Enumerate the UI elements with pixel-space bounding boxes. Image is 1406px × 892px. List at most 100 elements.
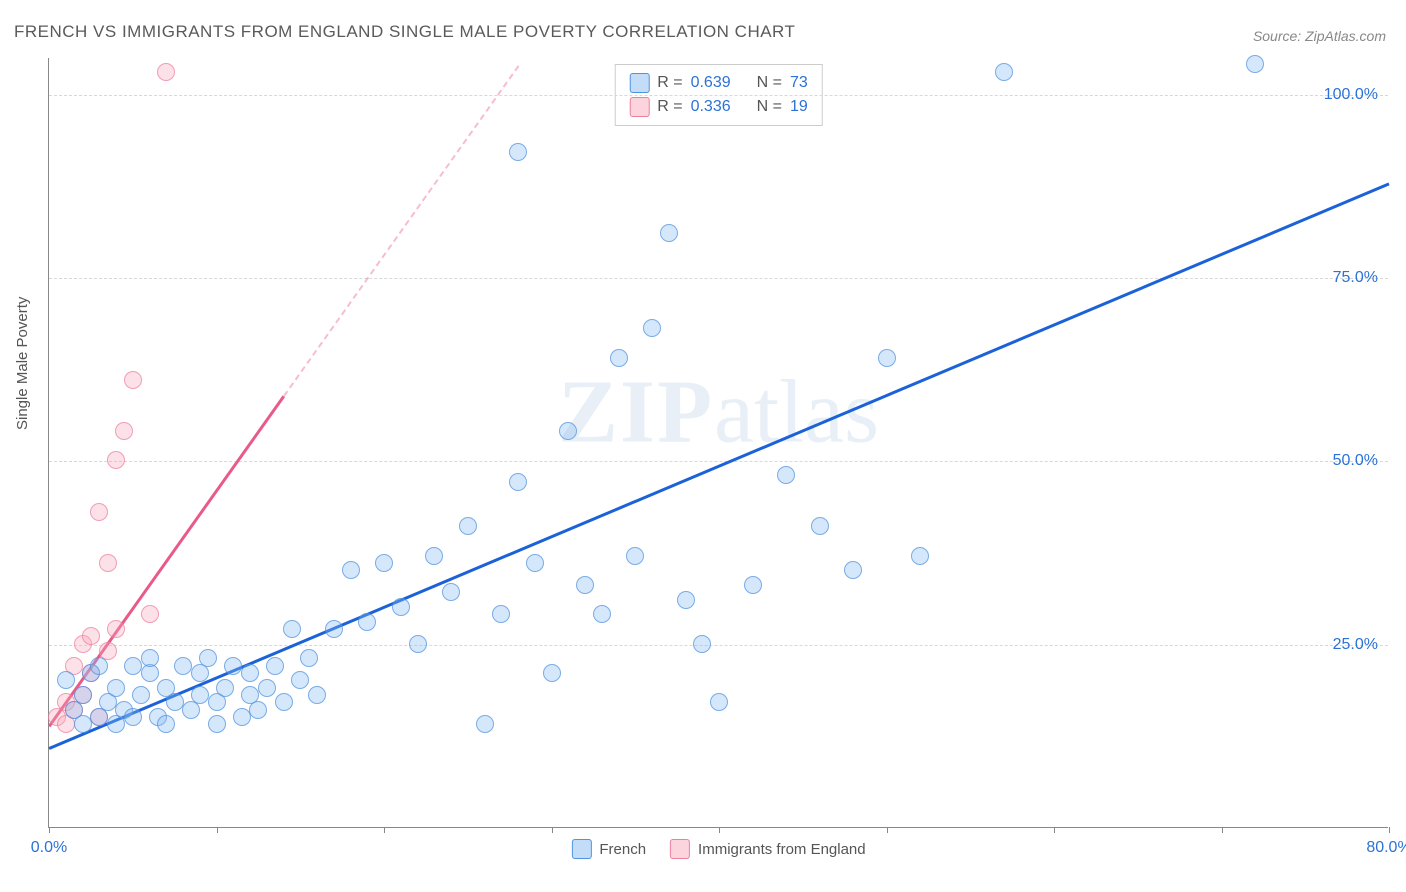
data-point	[660, 224, 678, 242]
x-tick-mark	[217, 827, 218, 833]
n-label: N =	[757, 98, 782, 116]
data-point	[308, 686, 326, 704]
n-label: N =	[757, 74, 782, 92]
scatter-plot-area: ZIPatlas R = 0.639 N = 73 R = 0.336 N = …	[48, 58, 1388, 828]
data-point	[576, 576, 594, 594]
data-point	[543, 664, 561, 682]
swatch-blue-icon	[629, 73, 649, 93]
x-tick-label: 0.0%	[31, 839, 67, 857]
data-point	[693, 635, 711, 653]
y-tick-label: 75.0%	[1333, 269, 1378, 287]
y-tick-label: 100.0%	[1324, 86, 1378, 104]
data-point	[476, 715, 494, 733]
r-value-england: 0.336	[691, 98, 731, 116]
data-point	[442, 583, 460, 601]
data-point	[300, 649, 318, 667]
legend-label-french: French	[599, 841, 646, 858]
data-point	[166, 693, 184, 711]
data-point	[275, 693, 293, 711]
r-value-french: 0.639	[691, 74, 731, 92]
data-point	[124, 708, 142, 726]
n-value-england: 19	[790, 98, 808, 116]
data-point	[610, 349, 628, 367]
data-point	[710, 693, 728, 711]
data-point	[90, 503, 108, 521]
swatch-pink-icon	[670, 839, 690, 859]
legend-item-french: French	[571, 839, 646, 859]
data-point	[107, 679, 125, 697]
watermark-zip: ZIP	[558, 362, 714, 461]
data-point	[141, 649, 159, 667]
data-point	[141, 605, 159, 623]
data-point	[266, 657, 284, 675]
watermark-atlas: atlas	[714, 362, 879, 461]
data-point	[375, 554, 393, 572]
data-point	[777, 466, 795, 484]
data-point	[107, 620, 125, 638]
data-point	[492, 605, 510, 623]
gridline	[49, 461, 1388, 462]
gridline	[49, 645, 1388, 646]
data-point	[124, 657, 142, 675]
stats-row-french: R = 0.639 N = 73	[629, 71, 808, 95]
swatch-pink-icon	[629, 97, 649, 117]
chart-title: FRENCH VS IMMIGRANTS FROM ENGLAND SINGLE…	[14, 22, 795, 42]
y-tick-label: 50.0%	[1333, 452, 1378, 470]
data-point	[74, 686, 92, 704]
stats-row-england: R = 0.336 N = 19	[629, 95, 808, 119]
data-point	[526, 554, 544, 572]
data-point	[844, 561, 862, 579]
data-point	[241, 664, 259, 682]
data-point	[392, 598, 410, 616]
data-point	[249, 701, 267, 719]
data-point	[191, 686, 209, 704]
data-point	[107, 451, 125, 469]
data-point	[409, 635, 427, 653]
legend: French Immigrants from England	[571, 839, 865, 859]
data-point	[342, 561, 360, 579]
data-point	[283, 620, 301, 638]
data-point	[233, 708, 251, 726]
x-tick-mark	[1222, 827, 1223, 833]
data-point	[224, 657, 242, 675]
data-point	[626, 547, 644, 565]
r-label: R =	[657, 74, 682, 92]
data-point	[132, 686, 150, 704]
x-tick-mark	[1389, 827, 1390, 833]
data-point	[82, 627, 100, 645]
data-point	[174, 657, 192, 675]
data-point	[258, 679, 276, 697]
x-tick-mark	[887, 827, 888, 833]
swatch-blue-icon	[571, 839, 591, 859]
data-point	[559, 422, 577, 440]
x-tick-label: 80.0%	[1366, 839, 1406, 857]
gridline	[49, 95, 1388, 96]
x-tick-mark	[1054, 827, 1055, 833]
data-point	[199, 649, 217, 667]
data-point	[57, 671, 75, 689]
data-point	[216, 679, 234, 697]
data-point	[99, 554, 117, 572]
y-axis-label: Single Male Poverty	[14, 297, 31, 430]
data-point	[459, 517, 477, 535]
legend-item-england: Immigrants from England	[670, 839, 866, 859]
data-point	[911, 547, 929, 565]
y-tick-label: 25.0%	[1333, 636, 1378, 654]
data-point	[643, 319, 661, 337]
data-point	[157, 63, 175, 81]
data-point	[811, 517, 829, 535]
x-tick-mark	[552, 827, 553, 833]
x-tick-mark	[719, 827, 720, 833]
source-attribution: Source: ZipAtlas.com	[1253, 28, 1386, 44]
data-point	[325, 620, 343, 638]
data-point	[509, 143, 527, 161]
data-point	[90, 657, 108, 675]
data-point	[358, 613, 376, 631]
data-point	[593, 605, 611, 623]
data-point	[425, 547, 443, 565]
data-point	[878, 349, 896, 367]
data-point	[115, 422, 133, 440]
x-tick-mark	[384, 827, 385, 833]
data-point	[74, 715, 92, 733]
trend-line	[283, 66, 519, 397]
